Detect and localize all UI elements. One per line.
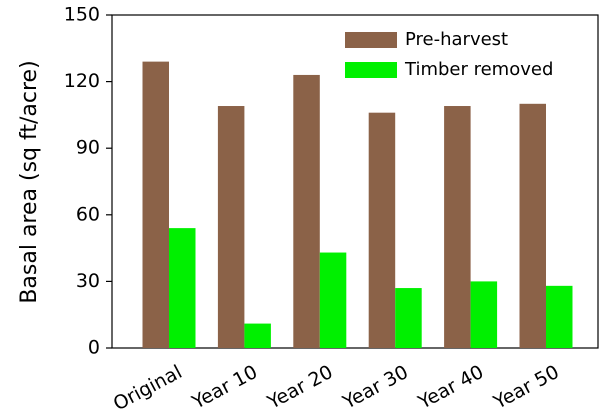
y-tick-label: 0 [88,337,100,359]
bar [169,228,196,348]
legend-swatch [345,62,397,78]
y-axis-title: Basal area (sq ft/acre) [17,60,42,303]
legend-label: Timber removed [404,59,553,80]
bar [368,112,396,349]
x-tick-label: Year 30 [339,361,412,413]
plot-frame [111,14,599,349]
bar [546,285,573,348]
x-tick-label: Year 10 [188,361,261,413]
y-tick-label: 120 [64,70,100,92]
bar [142,61,169,349]
y-tick-label: 90 [76,137,100,159]
x-tick-label: Original [110,361,186,413]
y-tick-label: 150 [64,4,100,26]
bar [319,252,347,348]
bar [217,106,245,349]
bar [244,323,271,348]
legend-label: Pre-harvest [405,29,508,50]
bar [519,103,546,348]
y-tick-label: 60 [76,203,100,225]
bar [395,288,422,348]
x-tick-label: Year 40 [414,361,487,413]
bar [444,106,471,349]
x-tick-label: Year 20 [263,361,336,413]
bar [470,281,498,348]
bar [293,74,320,348]
y-tick-label: 30 [76,270,100,292]
x-tick-label: Year 50 [489,361,562,413]
legend-swatch [345,32,397,48]
